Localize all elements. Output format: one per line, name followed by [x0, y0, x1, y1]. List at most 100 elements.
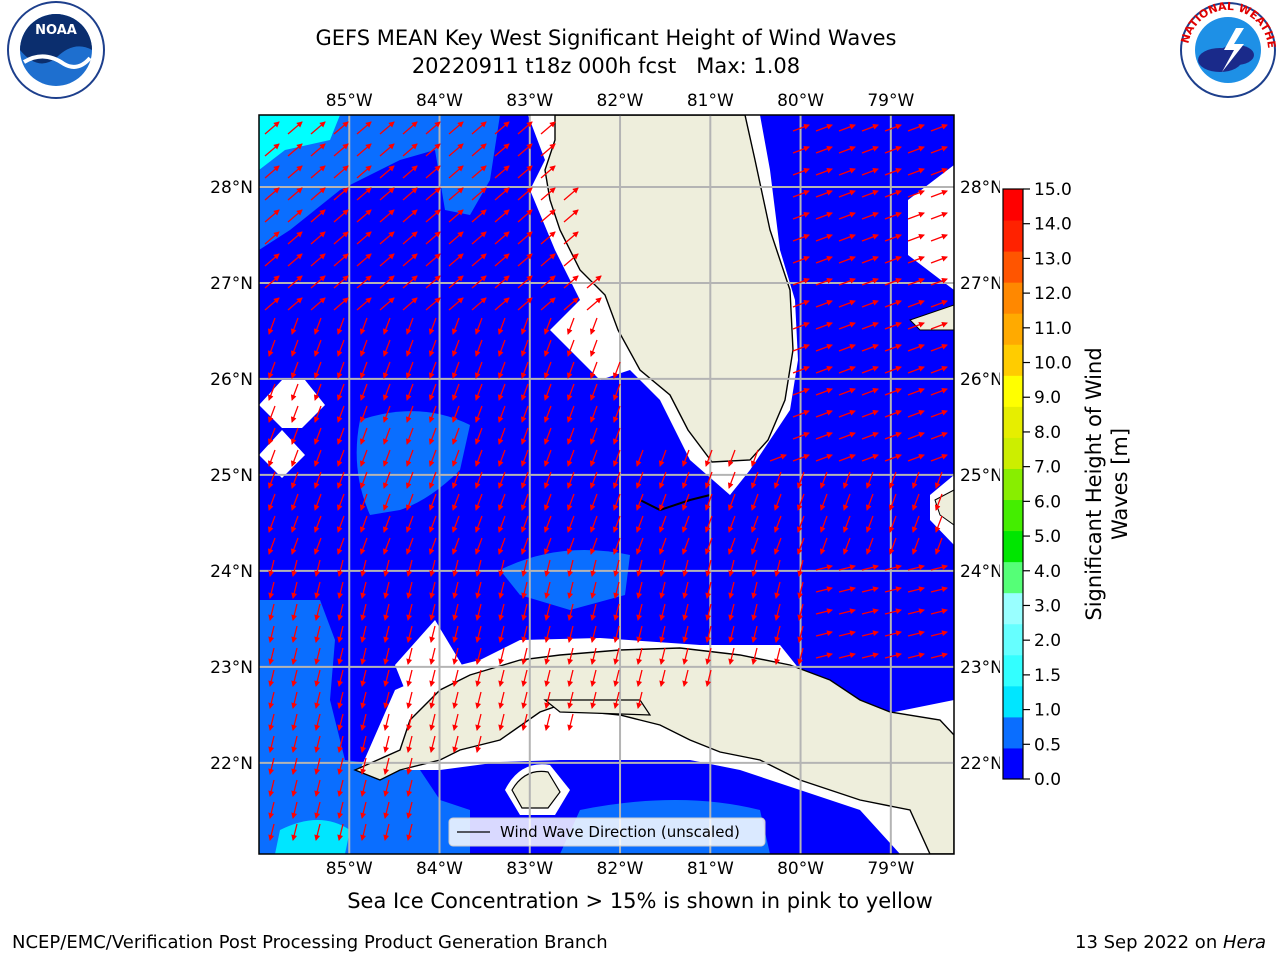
- wave-arrow: [471, 231, 487, 245]
- wave-arrow: [360, 801, 367, 819]
- wave-arrow: [612, 383, 621, 401]
- wave-arrow: [360, 779, 367, 797]
- wave-arrow: [934, 471, 943, 489]
- wave-arrow: [267, 405, 276, 423]
- wave-arrow: [613, 647, 620, 665]
- wave-arrow: [428, 471, 437, 489]
- wave-arrow: [613, 603, 620, 621]
- wave-arrow: [267, 493, 276, 511]
- wave-arrow: [333, 231, 349, 245]
- wave-arrow: [287, 297, 303, 311]
- lat-label: 26°N: [960, 370, 1000, 390]
- wave-arrow: [336, 339, 345, 357]
- wave-arrow: [428, 339, 437, 357]
- wave-arrow: [792, 255, 810, 264]
- wave-arrow: [819, 515, 828, 533]
- wave-arrow: [658, 449, 667, 467]
- wave-arrow: [612, 515, 621, 533]
- colorbar-segment: [1003, 685, 1023, 718]
- wave-arrow: [930, 431, 948, 440]
- wave-arrow: [452, 713, 459, 731]
- wave-arrow: [313, 317, 322, 335]
- wave-arrow: [773, 515, 782, 533]
- wave-arrow: [356, 165, 372, 179]
- wave-arrow: [566, 471, 575, 489]
- wave-arrow: [861, 365, 879, 374]
- wave-arrow: [333, 253, 349, 267]
- wave-arrow: [291, 735, 298, 753]
- wave-arrow: [497, 317, 506, 335]
- wave-arrow: [865, 493, 874, 511]
- lat-label: 23°N: [210, 658, 253, 678]
- wave-arrow: [451, 361, 460, 379]
- wave-arrow: [474, 449, 483, 467]
- wave-arrow: [838, 586, 856, 593]
- wave-arrow: [291, 823, 298, 841]
- wave-arrow: [452, 625, 459, 643]
- wave-arrow: [792, 145, 810, 154]
- wave-arrow: [907, 586, 925, 593]
- wave-arrow: [268, 757, 275, 775]
- wave-arrow: [448, 143, 464, 157]
- wave-arrow: [498, 559, 505, 577]
- wave-arrow: [636, 691, 643, 709]
- wave-arrow: [520, 493, 529, 511]
- wave-arrow: [750, 537, 759, 555]
- wave-arrow: [333, 297, 349, 311]
- wave-arrow: [792, 409, 810, 418]
- wave-arrow: [425, 253, 441, 267]
- wave-arrow: [405, 339, 414, 357]
- wave-arrow: [494, 187, 510, 201]
- wave-arrow: [705, 669, 712, 687]
- wave-arrow: [705, 625, 712, 643]
- wave-arrow: [474, 317, 483, 335]
- lon-label: 81°W: [687, 859, 734, 879]
- wave-arrow: [590, 669, 597, 687]
- wave-arrow: [930, 255, 948, 264]
- wave-arrow: [452, 735, 459, 753]
- wave-arrow: [773, 471, 782, 489]
- colorbar-segment: [1003, 406, 1023, 438]
- wave-arrow: [382, 493, 391, 511]
- wave-arrow: [451, 537, 460, 555]
- wave-arrow: [727, 515, 736, 533]
- footer-branch: NCEP/EMC/Verification Post Processing Pr…: [12, 932, 608, 953]
- wave-arrow: [267, 361, 276, 379]
- wave-arrow: [884, 189, 902, 198]
- wave-arrow: [267, 383, 276, 401]
- wave-arrow: [590, 581, 597, 599]
- wave-arrow: [567, 603, 574, 621]
- lon-label: 79°W: [867, 859, 914, 879]
- wave-arrow: [520, 537, 529, 555]
- wave-arrow: [383, 779, 390, 797]
- wave-arrow: [774, 625, 781, 643]
- wave-arrow: [333, 165, 349, 179]
- wave-arrow: [382, 449, 391, 467]
- wave-arrow: [356, 209, 372, 223]
- wave-arrow: [815, 652, 833, 659]
- wave-arrow: [774, 559, 781, 577]
- wave-arrow: [842, 537, 851, 555]
- wave-arrow: [934, 493, 943, 511]
- wave-arrow: [359, 339, 368, 357]
- wave-arrow: [796, 515, 805, 533]
- wave-arrow: [797, 647, 804, 665]
- wave-arrow: [930, 299, 948, 308]
- wave-arrow: [751, 647, 758, 665]
- wave-arrow: [589, 493, 598, 511]
- wave-arrow: [907, 233, 925, 242]
- wave-arrow: [333, 275, 349, 289]
- wave-arrow: [475, 603, 482, 621]
- wave-arrow: [290, 427, 299, 445]
- wave-arrow: [659, 625, 666, 643]
- lon-label: 84°W: [416, 91, 463, 111]
- wave-arrow: [750, 515, 759, 533]
- wave-arrow: [517, 297, 533, 311]
- wave-arrow: [612, 449, 621, 467]
- wave-arrow: [682, 559, 689, 577]
- wave-arrow: [379, 275, 395, 289]
- isla-juventud: [511, 770, 561, 809]
- wave-arrow: [681, 537, 690, 555]
- wave-arrow: [911, 493, 920, 511]
- wave-direction-arrows: [264, 121, 948, 841]
